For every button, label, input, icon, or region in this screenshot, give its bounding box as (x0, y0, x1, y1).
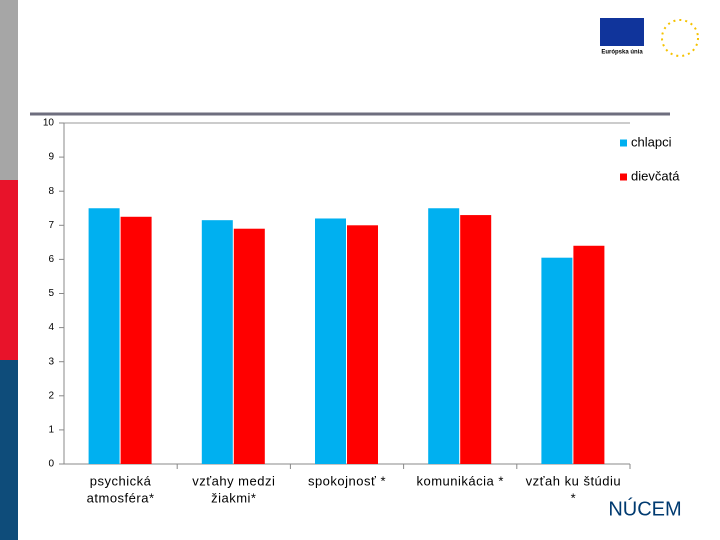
side-strip (0, 180, 18, 360)
x-tick-label: atmosféra* (87, 490, 155, 505)
legend-label: dievčatá (631, 168, 680, 183)
bar (541, 257, 573, 464)
y-tick-label: 8 (48, 186, 54, 197)
nucem-logo: NÚCEM (608, 497, 681, 520)
x-tick-label: vzťah ku štúdiu (526, 473, 621, 488)
legend-label: chlapci (631, 134, 672, 149)
x-tick-label: vzťahy medzi (192, 473, 275, 488)
y-tick-label: 9 (48, 152, 54, 163)
side-strip (0, 360, 18, 540)
y-tick-label: 6 (48, 254, 54, 265)
bar (120, 216, 152, 464)
legend-swatch (620, 139, 627, 147)
y-tick-label: 2 (48, 390, 54, 401)
x-tick-label: * (571, 490, 577, 505)
eu-logo-text: Európska únia (601, 50, 643, 56)
eu-flag (600, 18, 644, 46)
y-tick-label: 4 (48, 322, 54, 333)
x-tick-label: komunikácia * (416, 473, 503, 488)
y-tick-label: 5 (48, 288, 54, 299)
bar (347, 225, 378, 464)
x-tick-label: spokojnosť * (308, 473, 386, 488)
legend-swatch (620, 173, 627, 181)
esf-logo (661, 19, 699, 57)
y-tick-label: 7 (48, 220, 54, 231)
x-tick-label: žiakmi* (211, 490, 256, 505)
x-tick-label: psychická (90, 473, 152, 488)
bar (460, 215, 492, 464)
bar (201, 220, 233, 464)
y-tick-label: 1 (48, 425, 54, 436)
bar (573, 245, 605, 464)
y-tick-label: 0 (48, 459, 54, 470)
y-tick-label: 3 (48, 356, 54, 367)
bar (233, 228, 265, 464)
bar (88, 208, 120, 464)
side-strip (0, 0, 18, 180)
bar (315, 218, 346, 464)
bar (428, 208, 460, 464)
y-tick-label: 10 (43, 118, 55, 129)
